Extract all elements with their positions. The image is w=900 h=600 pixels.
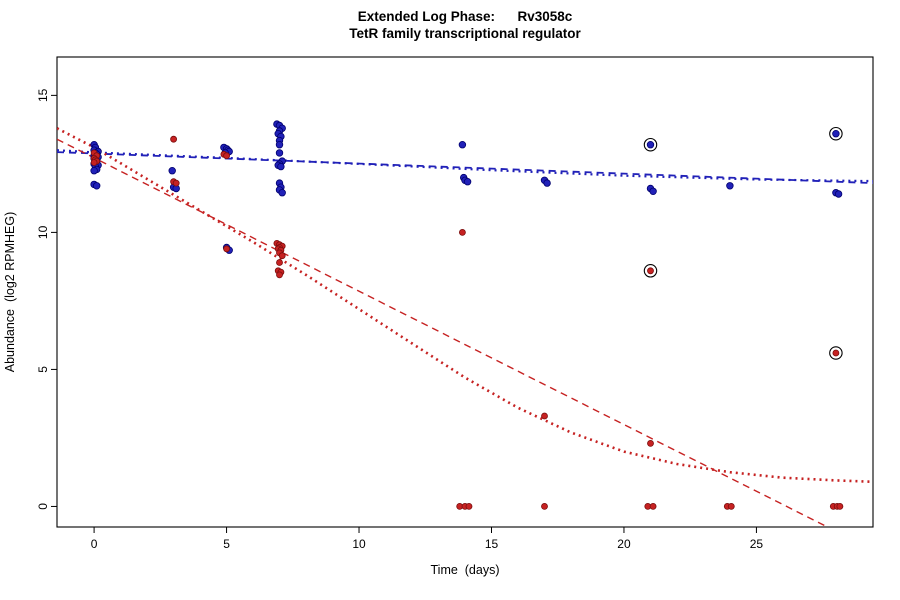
red-point — [278, 252, 286, 260]
x-tick-label: 5 — [223, 537, 230, 551]
red-point — [727, 502, 735, 510]
circled-point-marker — [829, 126, 843, 141]
red-point — [649, 502, 657, 510]
x-tick-label: 25 — [750, 537, 764, 551]
y-tick-label: 0 — [36, 503, 50, 510]
red-point — [172, 179, 180, 187]
blue-point — [278, 188, 286, 197]
blue-point — [726, 182, 734, 190]
blue-dashed-fit — [57, 151, 873, 184]
circled-point-marker — [829, 346, 843, 360]
circled-point-marker — [643, 137, 658, 152]
blue-point — [463, 177, 472, 186]
blue-point — [649, 187, 657, 195]
red-point — [465, 502, 473, 510]
red-point — [836, 502, 844, 510]
red-point — [541, 502, 548, 510]
red-point — [647, 267, 654, 275]
red-point — [170, 135, 178, 143]
y-tick-label: 5 — [36, 366, 50, 373]
red-point — [223, 152, 231, 160]
blue-point — [458, 140, 467, 149]
red-point — [647, 439, 654, 447]
chart-title-line1: Extended Log Phase: Rv3058c — [358, 9, 573, 24]
chart-title-line2: TetR family transcriptional regulator — [349, 26, 581, 41]
red-dashed-fit — [57, 138, 830, 527]
red-point — [90, 159, 98, 166]
blue-point — [275, 140, 284, 149]
blue-point — [834, 190, 843, 198]
blue-point — [277, 162, 285, 171]
red-point — [541, 412, 548, 420]
blue-point — [543, 179, 551, 187]
plot-box — [56, 56, 874, 528]
circled-point-marker — [643, 264, 658, 278]
plot-area: 0 5 10 15 20 25 0 5 10 15 — [36, 56, 874, 551]
x-tick-label: 10 — [352, 537, 366, 551]
x-tick-label: 15 — [485, 537, 499, 551]
y-tick-label: 15 — [36, 88, 50, 102]
red-point — [276, 271, 283, 279]
blue-point — [275, 149, 284, 157]
y-tick-label: 10 — [36, 225, 50, 239]
red-point — [223, 245, 231, 253]
y-axis-label: Abundance (log2 RPMHEG) — [3, 212, 17, 373]
blue-point — [92, 182, 101, 190]
red-point — [276, 259, 283, 266]
red-point — [458, 228, 466, 236]
blue-point — [832, 129, 840, 138]
x-axis-label: Time (days) — [431, 563, 500, 577]
blue-point — [646, 140, 655, 149]
blue-point — [168, 166, 176, 175]
x-tick-label: 20 — [617, 537, 631, 551]
x-tick-label: 0 — [91, 537, 98, 551]
red-point — [832, 349, 840, 357]
blue-point — [90, 166, 98, 175]
red-dotted-fit — [57, 127, 873, 484]
